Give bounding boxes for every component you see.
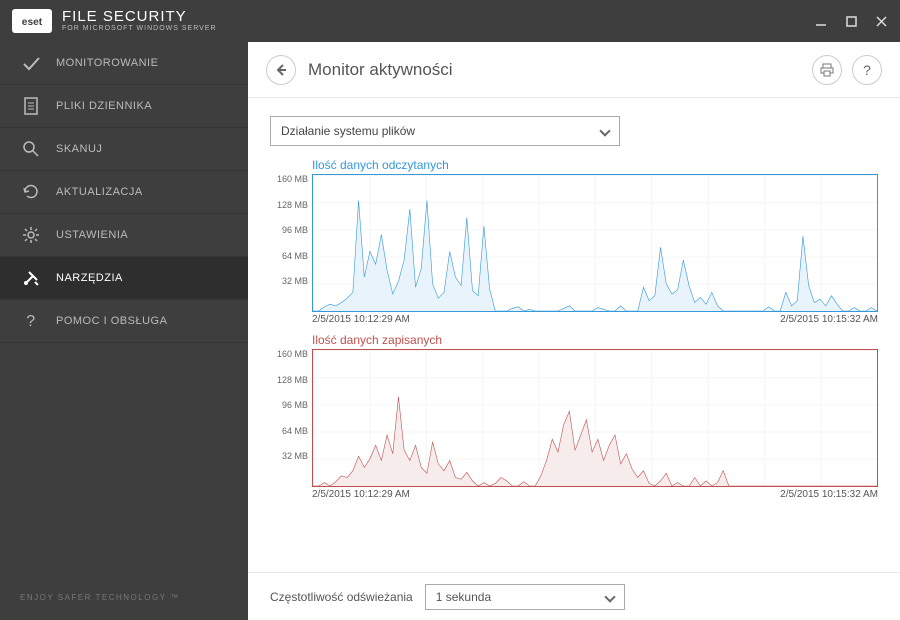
- close-button[interactable]: [874, 14, 888, 28]
- chart-write-title: Ilość danych zapisanych: [312, 333, 878, 347]
- help-button[interactable]: ?: [852, 55, 882, 85]
- gear-icon: [20, 224, 42, 246]
- titlebar: eset FILE SECURITY FOR MICROSOFT WINDOWS…: [0, 0, 900, 42]
- print-icon: [820, 63, 834, 77]
- refresh-rate-label: Częstotliwość odświeżania: [270, 590, 413, 604]
- activity-type-value: Działanie systemu plików: [281, 124, 415, 138]
- sidebar-item-label: AKTUALIZACJA: [56, 186, 143, 198]
- back-button[interactable]: [266, 55, 296, 85]
- chart-write-xaxis: 2/5/2015 10:12:29 AM 2/5/2015 10:15:32 A…: [312, 489, 878, 500]
- search-icon: [20, 138, 42, 160]
- chart-x-end: 2/5/2015 10:15:32 AM: [780, 314, 878, 325]
- tools-icon: [20, 267, 42, 289]
- refresh-icon: [20, 181, 42, 203]
- sidebar-item-label: MONITOROWANIE: [56, 57, 158, 69]
- chart-x-end: 2/5/2015 10:15:32 AM: [780, 489, 878, 500]
- activity-type-select[interactable]: Działanie systemu plików: [270, 116, 620, 146]
- sidebar-item-label: PLIKI DZIENNIKA: [56, 100, 152, 112]
- chart-read-title: Ilość danych odczytanych: [312, 158, 878, 172]
- chevron-down-icon: [604, 591, 615, 602]
- main-header: Monitor aktywności ?: [248, 42, 900, 98]
- chart-write: Ilość danych zapisanych 160 MB128 MB96 M…: [270, 333, 878, 500]
- product-subtitle: FOR MICROSOFT WINDOWS SERVER: [62, 25, 217, 33]
- sidebar-item-search[interactable]: SKANUJ: [0, 128, 248, 171]
- arrow-left-icon: [274, 63, 288, 77]
- minimize-button[interactable]: [814, 14, 828, 28]
- sidebar-item-refresh[interactable]: AKTUALIZACJA: [0, 171, 248, 214]
- chevron-down-icon: [599, 125, 610, 136]
- chart-write-yaxis: 160 MB128 MB96 MB64 MB32 MB: [270, 349, 312, 487]
- chart-read-plot: [312, 174, 878, 312]
- sidebar-item-doc[interactable]: PLIKI DZIENNIKA: [0, 85, 248, 128]
- help-icon: ?: [20, 310, 42, 332]
- print-button[interactable]: [812, 55, 842, 85]
- maximize-button[interactable]: [844, 14, 858, 28]
- chart-read-yaxis: 160 MB128 MB96 MB64 MB32 MB: [270, 174, 312, 312]
- page-title: Monitor aktywności: [308, 60, 453, 80]
- logo-badge: eset: [12, 9, 52, 33]
- doc-icon: [20, 95, 42, 117]
- sidebar-item-label: POMOC I OBSŁUGA: [56, 315, 167, 327]
- chart-read-xaxis: 2/5/2015 10:12:29 AM 2/5/2015 10:15:32 A…: [312, 314, 878, 325]
- sidebar-footer: ENJOY SAFER TECHNOLOGY ™: [0, 575, 248, 620]
- chart-read: Ilość danych odczytanych 160 MB128 MB96 …: [270, 158, 878, 325]
- chart-x-start: 2/5/2015 10:12:29 AM: [312, 314, 410, 325]
- check-icon: [20, 52, 42, 74]
- eset-logo-icon: eset: [15, 12, 49, 30]
- sidebar-item-help[interactable]: ? POMOC I OBSŁUGA: [0, 300, 248, 343]
- sidebar-item-gear[interactable]: USTAWIENIA: [0, 214, 248, 257]
- sidebar-item-check[interactable]: MONITOROWANIE: [0, 42, 248, 85]
- sidebar-item-label: USTAWIENIA: [56, 229, 128, 241]
- chart-x-start: 2/5/2015 10:12:29 AM: [312, 489, 410, 500]
- svg-text:eset: eset: [22, 17, 43, 28]
- refresh-rate-select[interactable]: 1 sekunda: [425, 584, 625, 610]
- product-title: FILE SECURITY: [62, 9, 217, 26]
- refresh-rate-value: 1 sekunda: [436, 590, 491, 604]
- sidebar-item-tools[interactable]: NARZĘDZIA: [0, 257, 248, 300]
- sidebar-item-label: SKANUJ: [56, 143, 102, 155]
- sidebar: MONITOROWANIE PLIKI DZIENNIKA SKANUJ AKTUAL…: [0, 42, 248, 620]
- footer-bar: Częstotliwość odświeżania 1 sekunda: [248, 572, 900, 620]
- svg-text:?: ?: [26, 313, 35, 330]
- help-icon: ?: [863, 62, 871, 78]
- chart-write-plot: [312, 349, 878, 487]
- sidebar-item-label: NARZĘDZIA: [56, 272, 123, 284]
